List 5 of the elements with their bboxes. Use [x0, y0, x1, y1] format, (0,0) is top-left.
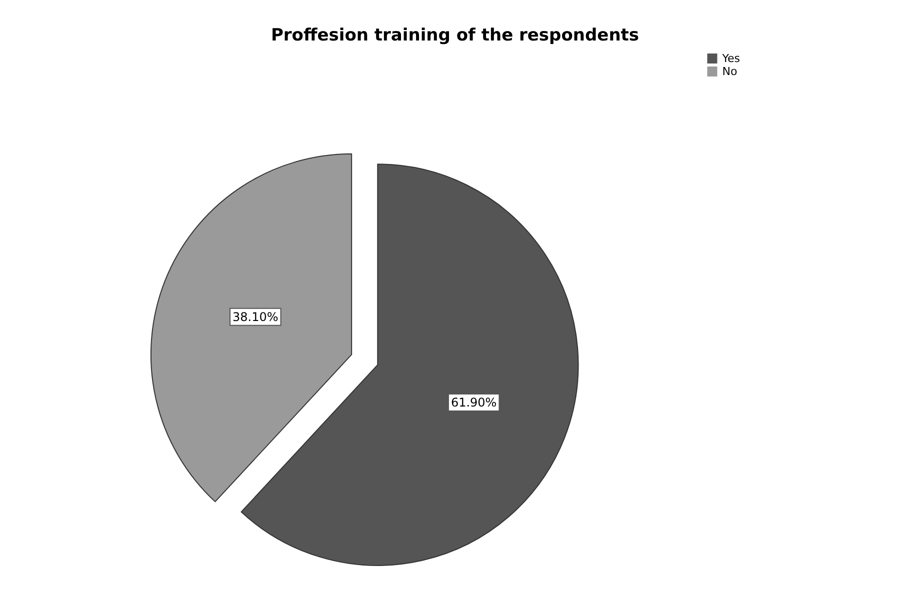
chart-title: Proffesion training of the respondents — [270, 26, 640, 46]
legend-label: Yes — [721, 52, 740, 65]
data-label: 61.90% — [450, 396, 497, 410]
legend-label: No — [722, 65, 738, 78]
data-label: 38.10% — [232, 310, 278, 324]
